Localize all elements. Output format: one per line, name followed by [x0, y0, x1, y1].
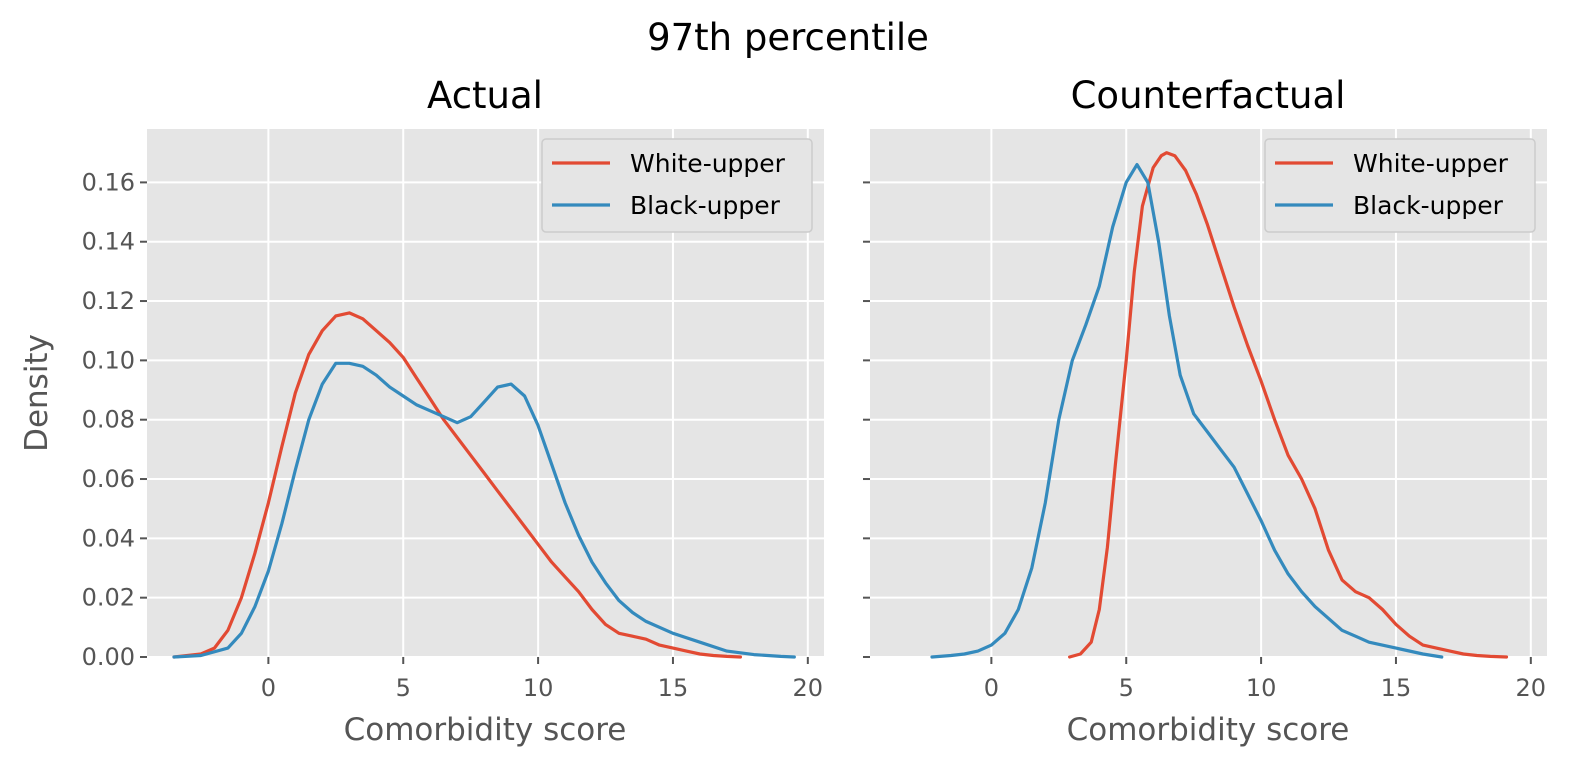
y-axis-ticks: 0.00 0.02 0.04 0.06 0.08 0.10 0.12 0.14 0.16 [82, 168, 147, 671]
x-axis-ticks: 0 5 10 15 20 [984, 657, 1546, 702]
x-tick-label: 15 [1381, 674, 1412, 702]
x-tick-label: 5 [1119, 674, 1134, 702]
y-tick-label: 0.16 [82, 168, 135, 196]
y-tick-label: 0.06 [82, 465, 135, 493]
panel-counterfactual: 0 5 10 15 20 Counterfactual Comorbidity scor… [863, 74, 1547, 748]
y-axis-ticks [863, 181, 870, 658]
x-tick-label: 0 [984, 674, 999, 702]
y-tick-label: 0.08 [82, 406, 135, 434]
x-tick-label: 10 [1246, 674, 1277, 702]
legend-label-black-upper: Black-upper [630, 191, 781, 220]
legend-label-black-upper: Black-upper [1353, 191, 1504, 220]
y-tick-label: 0.00 [82, 643, 135, 671]
x-axis-label: Comorbidity score [344, 712, 627, 748]
y-tick-label: 0.12 [82, 287, 135, 315]
y-tick-label: 0.10 [82, 346, 135, 374]
x-tick-label: 10 [523, 674, 554, 702]
legend: White-upper Black-upper [1264, 138, 1536, 233]
x-tick-label: 20 [1516, 674, 1547, 702]
figure-suptitle: 97th percentile [647, 16, 929, 59]
panel-title: Actual [427, 74, 543, 117]
legend: White-upper Black-upper [541, 138, 813, 233]
y-tick-label: 0.02 [82, 584, 135, 612]
x-tick-label: 15 [658, 674, 689, 702]
panel-title: Counterfactual [1071, 74, 1346, 117]
x-tick-label: 0 [261, 674, 276, 702]
y-axis-label: Density [19, 334, 55, 452]
x-axis-ticks: 0 5 10 15 20 [261, 657, 823, 702]
density-curves [172, 311, 796, 659]
x-axis-label: Comorbidity score [1067, 712, 1350, 748]
density-curve-white-upper [1068, 151, 1509, 659]
density-curves [930, 151, 1509, 659]
y-tick-label: 0.14 [82, 228, 135, 256]
panel-actual: 0 5 10 15 20 0.00 0.02 0.04 0.06 0.08 0.10 0.12 0.1… [19, 74, 824, 748]
legend-label-white-upper: White-upper [630, 149, 786, 178]
y-tick-label: 0.04 [82, 524, 135, 552]
density-curve-white-upper [172, 311, 742, 659]
x-tick-label: 5 [396, 674, 411, 702]
legend-label-white-upper: White-upper [1353, 149, 1509, 178]
x-tick-label: 20 [793, 674, 824, 702]
density-curve-black-upper [930, 163, 1444, 659]
density-curve-black-upper [172, 361, 796, 659]
